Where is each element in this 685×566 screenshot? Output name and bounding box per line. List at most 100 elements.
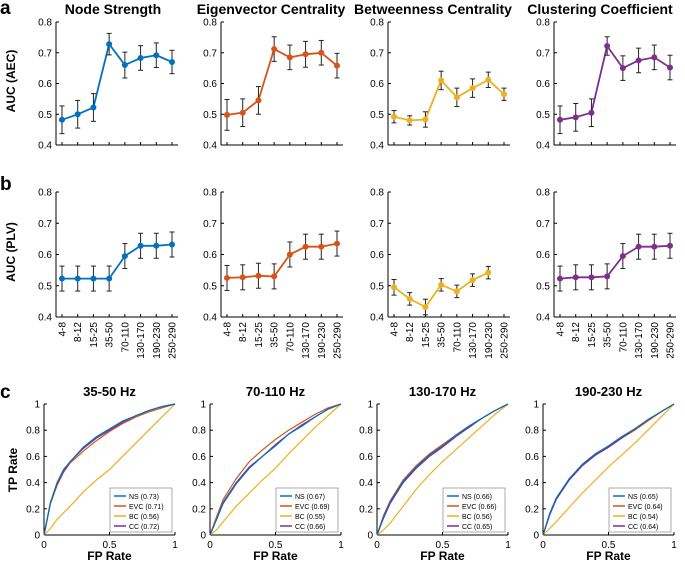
- y-tick-label: 0.6: [370, 250, 384, 261]
- x-tick-label: 8-12: [238, 322, 249, 342]
- roc-x-tick-label: 0: [374, 540, 380, 551]
- data-point: [255, 272, 262, 279]
- roc-x-tick-label: 0: [207, 540, 213, 551]
- legend-label: NS (0.65): [628, 494, 658, 501]
- data-point: [485, 269, 492, 276]
- data-point: [572, 114, 579, 121]
- data-point: [153, 242, 160, 249]
- series-line: [393, 78, 505, 122]
- y-tick-label: 0.4: [38, 313, 52, 324]
- data-point: [651, 54, 658, 61]
- x-tick-label: 8-12: [73, 322, 84, 342]
- x-tick-label: 70-110: [618, 322, 629, 353]
- data-point: [619, 65, 626, 72]
- x-tick-label: 250-290: [333, 322, 344, 359]
- y-tick-label: 0.8: [370, 18, 384, 29]
- panel-label-c: c: [0, 382, 11, 403]
- data-point: [588, 274, 595, 281]
- x-tick-label: 70-110: [452, 322, 463, 353]
- roc-curve-ns: [43, 403, 176, 536]
- legend-label: BC (0.54): [628, 514, 658, 521]
- data-point: [224, 274, 230, 281]
- x-tick-label: 70-110: [120, 322, 131, 353]
- y-tick-label: 0.5: [536, 281, 550, 292]
- roc-y-tick-label: 0: [200, 531, 206, 542]
- roc-y-tick-label: 0.8: [525, 426, 539, 437]
- legend-label: NS (0.73): [129, 494, 159, 501]
- data-point: [121, 62, 128, 69]
- roc-curve-ns: [376, 403, 509, 536]
- data-point: [302, 243, 309, 250]
- roc-y-tick-label: 0.4: [26, 478, 40, 489]
- data-point: [485, 76, 492, 83]
- y-tick-label: 0.5: [203, 110, 217, 121]
- data-point: [391, 113, 397, 120]
- series-line: [62, 243, 173, 280]
- y-tick-label: 0.6: [203, 250, 217, 261]
- data-point: [651, 243, 658, 250]
- data-point: [667, 64, 673, 71]
- data-point: [318, 49, 325, 56]
- x-tick-label: 130-170: [301, 322, 312, 359]
- y-tick-label: 0.8: [203, 188, 217, 199]
- legend-label: CC (0.66): [295, 524, 325, 531]
- x-tick-label: 4-8: [390, 322, 401, 337]
- x-tick-label: 190-230: [317, 322, 328, 359]
- data-point: [169, 241, 175, 248]
- data-point: [334, 240, 340, 247]
- legend-label: CC (0.65): [462, 524, 492, 531]
- y-tick-label: 0.8: [536, 18, 550, 29]
- roc-title: 190-230 Hz: [575, 384, 643, 399]
- legend-label: NS (0.67): [295, 494, 325, 501]
- y-tick-label: 0.7: [536, 219, 550, 230]
- data-point: [572, 274, 579, 281]
- data-point: [106, 41, 113, 48]
- data-point: [635, 57, 642, 64]
- roc-xlabel: FP Rate: [87, 549, 132, 563]
- roc-x-tick-label: 0.5: [436, 540, 450, 551]
- x-tick-label: 15-25: [587, 322, 598, 348]
- roc-y-tick-label: 0: [367, 531, 373, 542]
- data-point: [619, 253, 626, 260]
- roc-xlabel: FP Rate: [586, 549, 631, 563]
- x-tick-label: 70-110: [285, 322, 296, 353]
- roc-curve-bc: [376, 403, 509, 536]
- roc-curve-evc: [209, 403, 342, 536]
- legend-label: EVC (0.66): [462, 504, 497, 511]
- roc-y-tick-label: 0.8: [359, 426, 373, 437]
- data-point: [271, 273, 278, 280]
- data-point: [588, 109, 595, 116]
- legend-label: EVC (0.69): [295, 504, 330, 511]
- title-eigenvector-centrality: Eigenvector Centrality: [197, 1, 346, 17]
- series-line: [559, 244, 671, 280]
- y-tick-label: 0.4: [203, 313, 217, 324]
- y-tick-label: 0.7: [203, 48, 217, 59]
- data-point: [406, 295, 413, 302]
- x-tick-label: 190-230: [484, 322, 495, 359]
- x-tick-label: 4-8: [58, 322, 69, 337]
- roc-y-tick-label: 0.8: [26, 426, 40, 437]
- data-point: [604, 273, 611, 280]
- data-point: [169, 58, 175, 65]
- title-node-strength: Node Strength: [65, 1, 161, 17]
- y-tick-label: 0.6: [203, 79, 217, 90]
- x-tick-label: 8-12: [405, 322, 416, 342]
- data-point: [90, 275, 97, 282]
- roc-x-tick-label: 0.5: [103, 540, 117, 551]
- roc-y-tick-label: 0.6: [26, 452, 40, 463]
- legend-label: EVC (0.64): [628, 504, 663, 511]
- y-tick-label: 0.7: [370, 219, 384, 230]
- data-point: [438, 281, 445, 288]
- roc-y-tick-label: 1: [200, 400, 206, 411]
- roc-x-tick-label: 0: [540, 540, 546, 551]
- roc-y-tick-label: 0.6: [525, 452, 539, 463]
- y-tick-label: 0.4: [536, 141, 550, 152]
- y-tick-label: 0.6: [38, 250, 52, 261]
- data-point: [604, 42, 611, 49]
- roc-title: 130-170 Hz: [409, 384, 477, 399]
- data-point: [453, 288, 460, 295]
- data-point: [74, 111, 81, 118]
- roc-y-tick-label: 0.4: [525, 478, 539, 489]
- roc-curve-bc: [209, 403, 342, 536]
